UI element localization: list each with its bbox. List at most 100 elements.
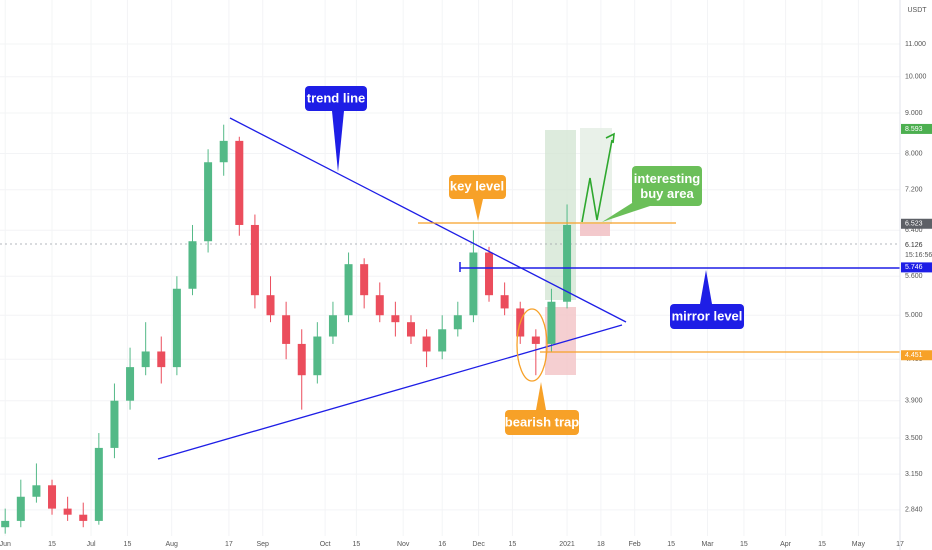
axis: 11.000 10.000 9.000 8.000 7.200 6.400 5.600 5.0… — [0, 41, 932, 548]
candle-body — [406, 322, 415, 337]
price-tag — [901, 218, 932, 229]
x-tick-label: 17 — [225, 541, 233, 548]
price-tag-label: 8.593 — [905, 126, 923, 133]
callout-text: interesting buy area — [633, 171, 701, 201]
callout-text: trend line — [307, 90, 366, 105]
candle-body — [375, 295, 384, 316]
candle-body — [172, 288, 181, 368]
candle-body — [1, 520, 10, 528]
candle-body — [63, 508, 72, 515]
candle-body — [438, 329, 447, 352]
loss-zone — [580, 224, 610, 236]
x-tick-label: Aug — [165, 541, 178, 548]
x-tick-label: Mar — [701, 541, 714, 548]
price-tag — [901, 240, 932, 251]
x-tick-label: 2021 — [559, 541, 575, 548]
y-tick-label: 5.600 — [905, 273, 923, 280]
projection-arrow — [581, 139, 613, 223]
candle-body — [469, 252, 478, 316]
candle-body — [141, 351, 150, 368]
candle-body — [328, 315, 337, 337]
price-tag-label: 6.523 — [905, 221, 923, 228]
arrow-head — [605, 132, 615, 144]
price-tag-label: 5.746 — [905, 264, 923, 271]
profit-zone — [545, 130, 576, 300]
callout-box — [305, 86, 367, 111]
y-tick-label: 7.200 — [905, 187, 923, 194]
callout-box — [670, 304, 744, 329]
candle-body — [563, 224, 572, 302]
candles — [1, 124, 572, 534]
y-tick-label: 5.000 — [905, 312, 923, 319]
candle-body — [157, 351, 166, 368]
x-tick-label: 15 — [48, 541, 56, 548]
candle-body — [250, 224, 259, 296]
candle-body — [110, 400, 119, 448]
price-tag — [901, 350, 932, 361]
price-tag-label: 6.126 — [905, 242, 923, 249]
candle-body — [219, 140, 228, 163]
candle-body — [360, 264, 369, 296]
trend-line — [157, 324, 623, 460]
y-tick-label: 8.000 — [905, 150, 923, 157]
x-tick-label: 17 — [896, 541, 904, 548]
x-tick-label: Oct — [320, 541, 331, 548]
candle-body — [266, 295, 275, 316]
trend-line — [229, 117, 627, 323]
currency: USDT — [907, 7, 927, 14]
callout-pointer — [473, 199, 483, 221]
candle-body — [422, 336, 431, 352]
x-tick-label: 16 — [438, 541, 446, 548]
y-tick-label: 6.400 — [905, 227, 923, 234]
callout-wrap: interesting buy area — [633, 171, 701, 201]
candle-body — [204, 162, 213, 242]
x-tick-label: 18 — [597, 541, 605, 548]
x-tick-label: 15 — [352, 541, 360, 548]
callout-text: bearish trap — [505, 414, 579, 429]
x-tick-label: 15 — [667, 541, 675, 548]
callout-text: mirror level — [672, 308, 743, 323]
x-tick-label: May — [852, 541, 866, 548]
callout-text: key level — [450, 178, 504, 193]
candle-body — [188, 241, 197, 289]
x-tick-label: Jun — [0, 541, 11, 548]
x-tick-label: 15 — [818, 541, 826, 548]
y-tick-label: 11.000 — [905, 41, 926, 48]
x-tick-label: Sep — [256, 541, 269, 548]
x-tick-label: Apr — [780, 541, 792, 548]
callout-box — [505, 410, 579, 435]
candle-body — [48, 485, 57, 509]
callout-box — [449, 175, 506, 199]
candle-body — [16, 496, 25, 521]
candle-body — [547, 301, 556, 344]
candle-body — [485, 252, 494, 296]
candle-body — [391, 315, 400, 323]
price-tag — [901, 262, 932, 273]
y-tick-label: 3.500 — [905, 435, 923, 442]
price-tag-label: 4.451 — [905, 352, 923, 359]
price-tag — [901, 123, 932, 134]
candle-body — [32, 485, 41, 497]
x-tick-label: Jul — [87, 541, 96, 548]
y-tick-label: 2.840 — [905, 507, 923, 514]
candle-body — [126, 367, 135, 401]
candle-body — [344, 264, 353, 316]
candle-body — [500, 295, 509, 309]
callout-pointer — [602, 198, 650, 222]
candle-body — [297, 343, 306, 376]
y-tick-label: 3.150 — [905, 471, 923, 478]
candle-body — [282, 315, 291, 344]
y-tick-label: 9.000 — [905, 110, 923, 117]
callout-box — [632, 166, 702, 206]
x-tick-label: Feb — [629, 541, 641, 548]
x-tick-label: 15 — [509, 541, 517, 548]
x-tick-label: 15 — [740, 541, 748, 548]
callout-pointer — [700, 270, 712, 304]
candle-body — [313, 336, 322, 376]
callout-pointer — [332, 111, 344, 172]
x-tick-label: 15 — [124, 541, 132, 548]
x-tick-label: Dec — [472, 541, 485, 548]
